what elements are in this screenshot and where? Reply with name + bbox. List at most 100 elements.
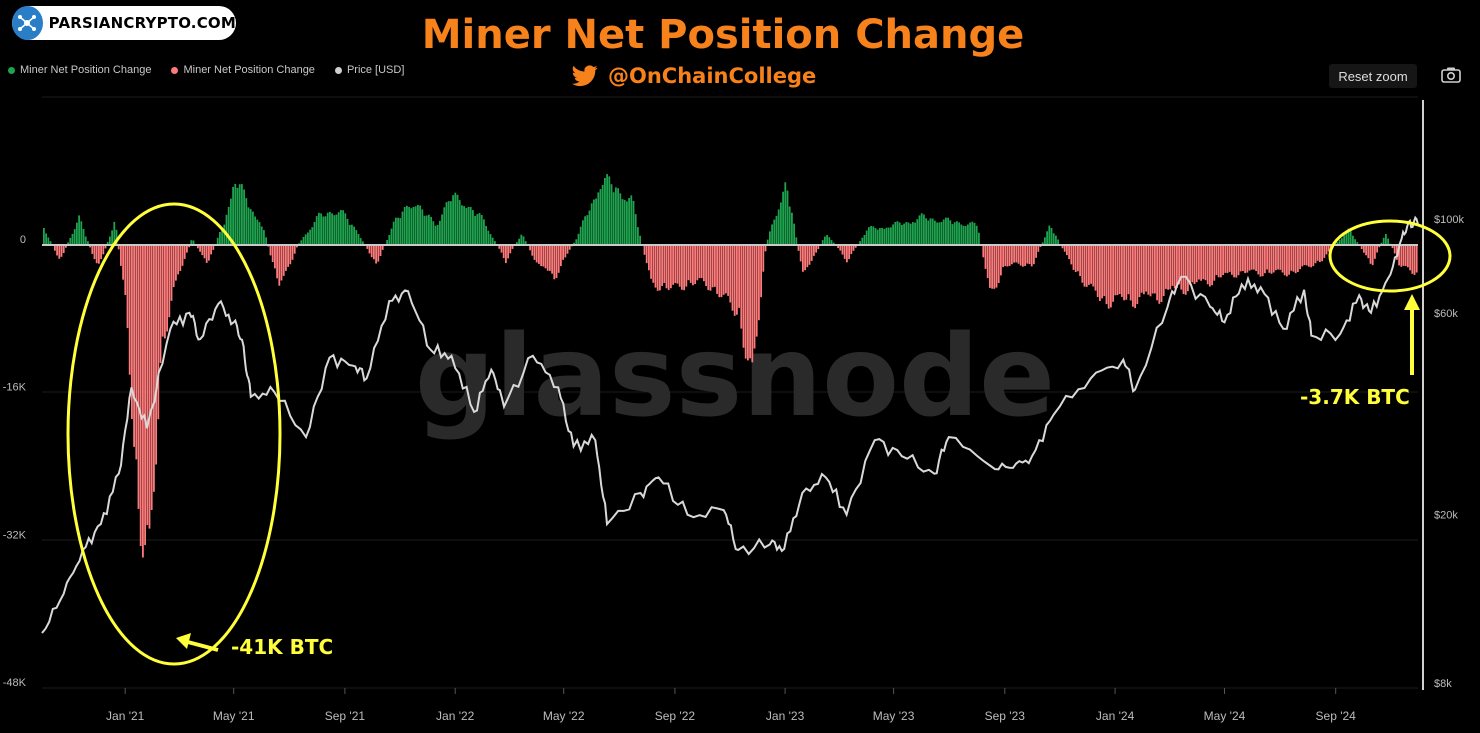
bar-341 <box>793 223 795 245</box>
bar-478 <box>1094 245 1097 291</box>
bar-524 <box>1195 245 1198 283</box>
bar-166 <box>408 207 410 245</box>
bar-333 <box>775 215 778 245</box>
bar-137 <box>344 213 347 245</box>
bar-538 <box>1226 245 1229 274</box>
left-tick-label: -32K <box>3 529 27 541</box>
bar-609 <box>1382 237 1385 245</box>
bar-9 <box>62 245 65 253</box>
annotation-left: -41K BTC <box>231 635 334 659</box>
bar-42 <box>135 245 138 460</box>
brand-badge[interactable]: PARSIANCRYPTO.COM <box>12 6 236 40</box>
bar-254 <box>601 184 604 245</box>
bar-364 <box>843 245 846 259</box>
bars-group <box>43 174 1418 558</box>
bar-346 <box>804 245 806 271</box>
bar-64 <box>183 245 186 259</box>
bar-35 <box>120 245 122 266</box>
bar-517 <box>1180 245 1183 290</box>
bar-378 <box>874 228 877 245</box>
bar-210 <box>505 245 507 264</box>
bar-608 <box>1380 242 1383 245</box>
bar-144 <box>359 238 362 245</box>
bar-466 <box>1068 245 1070 260</box>
bar-123 <box>313 222 316 245</box>
legend-label: Miner Net Position Change <box>183 64 315 76</box>
bar-217 <box>520 234 523 245</box>
bar-382 <box>883 228 886 245</box>
bar-58 <box>170 245 173 301</box>
bar-503 <box>1149 245 1152 297</box>
bar-579 <box>1316 245 1319 261</box>
bar-216 <box>518 238 520 245</box>
bar-130 <box>329 211 331 245</box>
bar-513 <box>1171 245 1174 286</box>
bar-305 <box>714 245 716 287</box>
bar-589 <box>1338 239 1341 245</box>
legend-item-price[interactable]: Price [USD] <box>334 64 405 76</box>
legend-label: Price [USD] <box>346 64 405 76</box>
bar-285 <box>670 245 672 289</box>
bar-624 <box>1415 245 1418 273</box>
legend-item-negative[interactable]: Miner Net Position Change <box>171 64 315 76</box>
camera-icon[interactable] <box>1440 66 1462 84</box>
bar-49 <box>150 245 153 510</box>
bar-308 <box>720 245 723 298</box>
bar-406 <box>936 222 938 245</box>
bar-62 <box>179 245 182 271</box>
bar-52 <box>157 245 160 420</box>
left-tick-label: -48K <box>3 677 27 689</box>
bar-292 <box>685 245 688 287</box>
bar-591 <box>1343 235 1345 245</box>
bar-325 <box>758 245 760 321</box>
bar-434 <box>997 245 1000 283</box>
bar-336 <box>782 191 784 245</box>
bar-278 <box>654 245 657 288</box>
bar-140 <box>351 224 353 245</box>
x-tick-label: Sep '23 <box>985 709 1026 723</box>
bar-456 <box>1046 231 1048 245</box>
legend-item-positive[interactable]: Miner Net Position Change <box>8 64 151 76</box>
bar-511 <box>1167 245 1169 290</box>
bar-459 <box>1052 233 1055 245</box>
bar-439 <box>1008 245 1011 266</box>
bar-169 <box>414 206 417 245</box>
bar-76 <box>210 245 212 255</box>
bar-189 <box>458 200 461 245</box>
bar-290 <box>681 245 683 290</box>
bar-273 <box>643 245 646 255</box>
bar-533 <box>1215 245 1218 276</box>
bar-484 <box>1107 245 1110 309</box>
bar-416 <box>958 222 960 245</box>
bar-465 <box>1066 245 1068 256</box>
bar-158 <box>390 228 393 245</box>
bar-0 <box>43 228 45 245</box>
bar-212 <box>509 245 512 254</box>
bar-231 <box>551 245 553 274</box>
bar-515 <box>1176 245 1178 288</box>
bar-384 <box>887 227 890 245</box>
bar-620 <box>1407 245 1409 268</box>
bar-34 <box>117 245 120 250</box>
bar-395 <box>912 222 914 245</box>
bar-578 <box>1314 245 1317 264</box>
bar-362 <box>839 245 842 251</box>
bar-526 <box>1200 245 1202 281</box>
bar-594 <box>1349 231 1352 245</box>
bar-228 <box>544 245 547 269</box>
bar-352 <box>817 245 820 250</box>
bar-548 <box>1248 245 1251 271</box>
bar-255 <box>604 177 606 245</box>
reset-zoom-button[interactable]: Reset zoom <box>1329 64 1417 88</box>
bar-536 <box>1222 245 1224 275</box>
bar-187 <box>454 192 457 245</box>
bar-301 <box>705 245 707 287</box>
bar-330 <box>769 231 771 245</box>
bar-235 <box>560 245 562 267</box>
bar-277 <box>652 245 655 283</box>
bar-190 <box>461 205 463 245</box>
bar-118 <box>302 237 305 245</box>
bar-41 <box>133 245 135 447</box>
bar-208 <box>500 245 503 253</box>
bar-514 <box>1173 245 1176 289</box>
